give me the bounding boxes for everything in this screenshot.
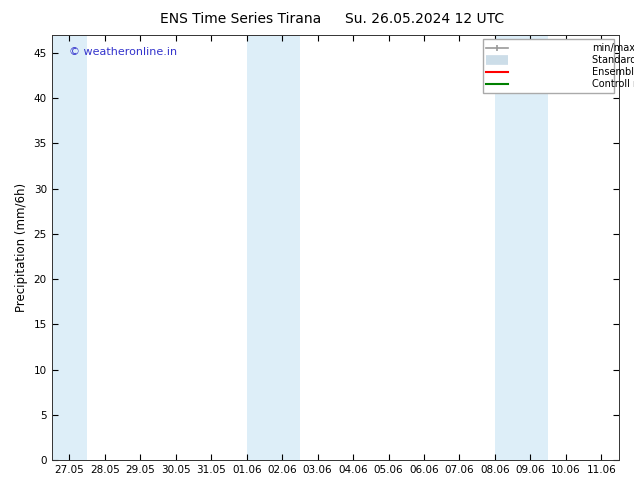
Text: ENS Time Series Tirana: ENS Time Series Tirana xyxy=(160,12,321,26)
Text: © weatheronline.in: © weatheronline.in xyxy=(68,48,177,57)
Bar xyxy=(51,35,87,460)
Bar xyxy=(495,35,548,460)
Text: Su. 26.05.2024 12 UTC: Su. 26.05.2024 12 UTC xyxy=(346,12,504,26)
Legend: min/max, Standard deviation, Ensemble mean run, Controll run: min/max, Standard deviation, Ensemble me… xyxy=(482,40,614,93)
Y-axis label: Precipitation (mm/6h): Precipitation (mm/6h) xyxy=(15,183,28,312)
Bar xyxy=(247,35,300,460)
